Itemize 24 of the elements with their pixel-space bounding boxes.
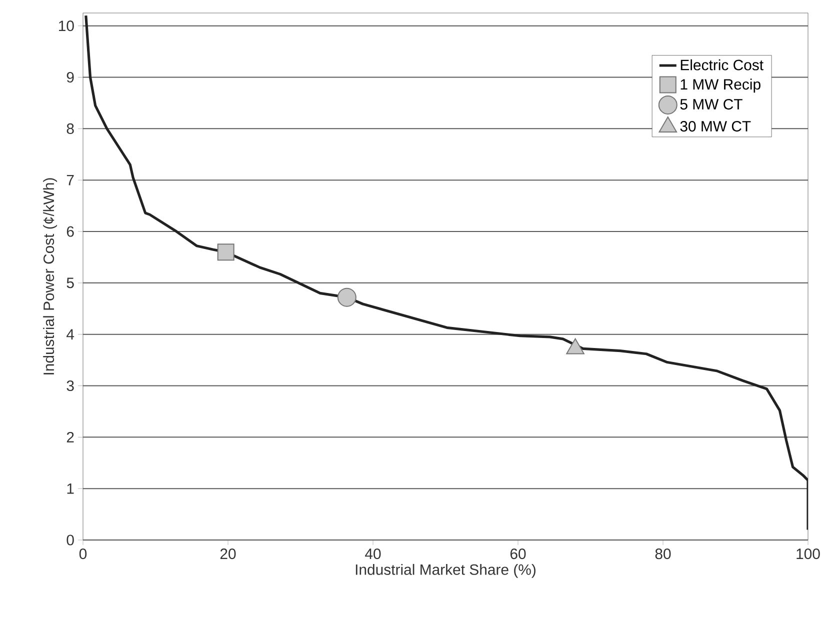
y-tick-label: 3 (66, 380, 74, 392)
y-tick-label: 2 (66, 432, 74, 442)
legend-label: 30 MW CT (680, 120, 751, 132)
y-tick-label: 8 (66, 123, 74, 134)
line-series (84, 14, 808, 532)
y-tick-label: 0 (66, 534, 74, 546)
legend-label: Electric Cost (680, 59, 764, 70)
y-tick-label: 10 (59, 20, 74, 32)
y-tick-label: 4 (66, 329, 74, 340)
x-tick-label: 80 (655, 548, 671, 560)
y-tick-label: 9 (66, 72, 74, 83)
y-tick-label: 7 (66, 174, 74, 186)
x-axis-title: Industrial Market Share (%) (356, 564, 536, 578)
y-tick-label: 6 (66, 226, 74, 237)
x-tick-label: 100 (796, 548, 820, 560)
x-tick-label: 40 (365, 548, 381, 560)
x-tick-label: 0 (79, 548, 87, 560)
x-tick-label: 20 (220, 548, 236, 560)
legend-label: 1 MW Recip (680, 78, 760, 93)
x-tick-label: 60 (510, 548, 526, 560)
y-axis-title: Industrial Power Cost (¢/kWh) (43, 178, 58, 374)
y-tick-label: 1 (67, 483, 74, 494)
y-tick-label: 5 (66, 278, 74, 288)
legend-label: 5 MW CT (680, 98, 742, 110)
